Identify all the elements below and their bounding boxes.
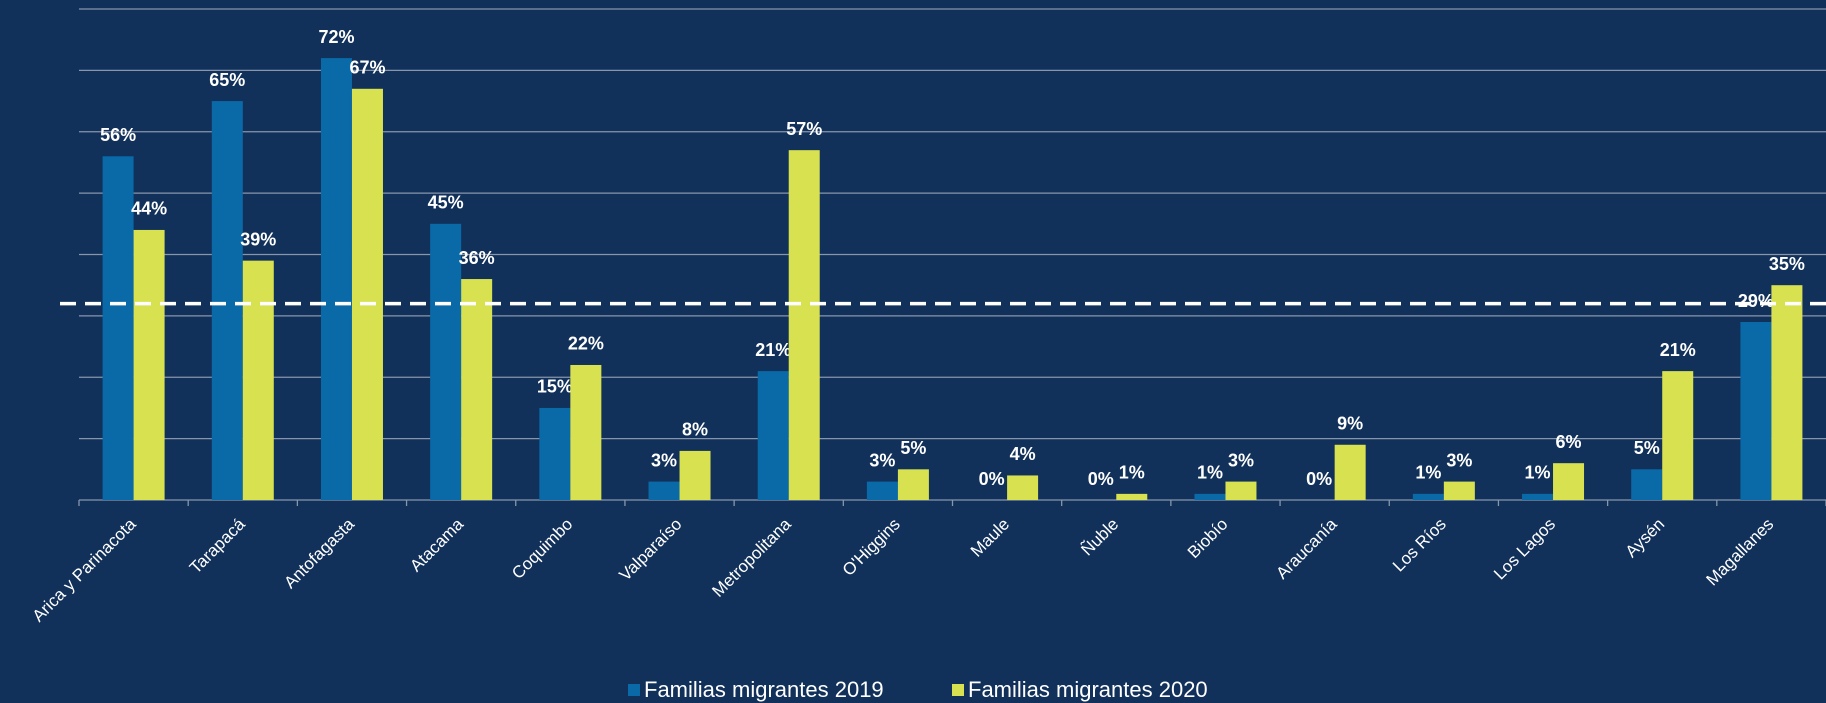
legend-swatch [628,684,640,696]
value-label: 3% [1446,450,1472,470]
value-label: 29% [1738,291,1774,311]
bar [430,223,462,500]
bar [648,481,680,500]
bar [897,469,929,500]
x-tick-label: Biobío [1184,515,1232,563]
bar [1443,481,1475,500]
x-tick-label: Arica y Parinacota [29,514,140,625]
value-label: 45% [428,193,464,213]
value-label: 6% [1556,432,1582,452]
bar [679,450,711,500]
bar [1771,285,1803,500]
x-tick-label: Metropolitana [708,514,795,601]
bar [1225,481,1257,500]
value-label: 44% [131,199,167,219]
value-label: 3% [1228,450,1254,470]
value-label: 67% [349,58,385,78]
value-label: 21% [755,340,791,360]
value-label: 57% [786,119,822,139]
bar [461,279,493,500]
x-tick-label: Valparaíso [616,515,686,585]
value-label: 3% [869,450,895,470]
value-label: 56% [100,125,136,145]
bar [320,58,352,500]
value-label: 5% [900,438,926,458]
x-tick-label: Ñuble [1077,515,1122,560]
legend-label: Familias migrantes 2020 [968,677,1208,702]
value-label: 8% [682,420,708,440]
bar [1553,463,1585,500]
bar [211,101,243,500]
x-tick-label: Tarapacá [186,514,249,577]
bar [866,481,898,500]
bar [1662,371,1694,500]
value-label: 22% [568,334,604,354]
value-label: 0% [979,469,1005,489]
value-label: 21% [1660,340,1696,360]
bar [1522,493,1554,500]
bar [1116,493,1148,500]
bar [1334,444,1366,500]
x-tick-label: Los Lagos [1490,515,1559,584]
bar [788,150,820,500]
x-tick-label: Araucanía [1272,514,1341,583]
value-label: 65% [209,70,245,90]
value-label: 3% [651,450,677,470]
x-tick-label: Atacama [406,514,467,575]
value-label: 1% [1197,463,1223,483]
bar [757,371,789,500]
bar [242,260,274,500]
value-label: 9% [1337,414,1363,434]
x-tick-label: Antofagasta [280,514,358,592]
x-tick-label: Coquimbo [508,515,576,583]
bar [351,88,383,500]
x-tick-label: Los Ríos [1389,515,1450,576]
bar [133,229,165,500]
value-label: 5% [1634,438,1660,458]
value-label: 39% [240,229,276,249]
bar [102,156,134,501]
legend-swatch [952,684,964,696]
bar [1412,493,1444,500]
value-label: 1% [1415,463,1441,483]
bar [570,364,602,500]
x-tick-label: Maule [967,515,1013,561]
value-label: 72% [318,27,354,47]
value-label: 15% [537,377,573,397]
value-label: 0% [1088,469,1114,489]
value-label: 1% [1119,463,1145,483]
x-tick-label: Aysén [1622,515,1669,562]
bar [1631,469,1663,500]
bar [1194,493,1226,500]
value-label: 1% [1525,463,1551,483]
x-tick-label: Magallanes [1702,515,1777,590]
bar [539,407,571,500]
bar [1007,475,1039,500]
value-label: 35% [1769,254,1805,274]
x-tick-label: O'Higgins [839,515,904,580]
value-label: 0% [1306,469,1332,489]
legend-label: Familias migrantes 2019 [644,677,884,702]
value-label: 36% [459,248,495,268]
value-label: 4% [1010,444,1036,464]
bar [1740,322,1772,500]
